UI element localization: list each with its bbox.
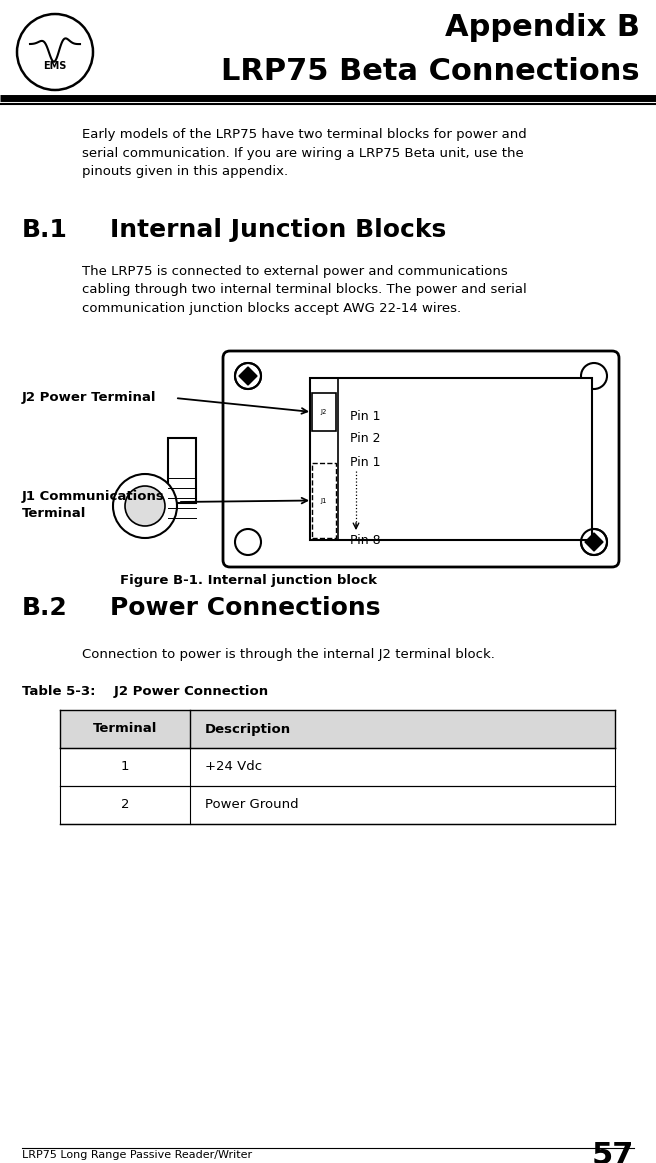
Text: 1: 1	[121, 761, 129, 773]
Circle shape	[581, 363, 607, 388]
Bar	[60, 709, 615, 748]
Text: Appendix B: Appendix B	[445, 14, 640, 43]
Text: EMS: EMS	[43, 60, 67, 71]
Bar	[312, 463, 336, 538]
Text: J1 Communications
Terminal: J1 Communications Terminal	[22, 490, 165, 520]
Text: Pin 1: Pin 1	[350, 409, 380, 422]
Text: Pin 2: Pin 2	[350, 431, 380, 444]
Text: Table 5-3:    J2 Power Connection: Table 5-3: J2 Power Connection	[22, 685, 268, 698]
Bar	[312, 393, 336, 431]
Text: 57: 57	[592, 1141, 634, 1163]
Text: B.2: B.2	[22, 595, 68, 620]
Circle shape	[125, 486, 165, 526]
Text: Pin 1: Pin 1	[350, 457, 380, 470]
Text: 2: 2	[121, 799, 129, 812]
Text: Figure B-1. Internal junction block: Figure B-1. Internal junction block	[120, 575, 377, 587]
Circle shape	[235, 529, 261, 555]
Circle shape	[235, 363, 261, 388]
Text: Pin 8: Pin 8	[350, 535, 380, 548]
Circle shape	[581, 529, 607, 555]
Text: J1: J1	[321, 498, 327, 504]
Polygon shape	[239, 368, 257, 385]
Polygon shape	[585, 533, 603, 551]
Text: J2 Power Terminal: J2 Power Terminal	[22, 392, 157, 405]
Bar	[168, 438, 196, 504]
Text: B.1: B.1	[22, 217, 68, 242]
Text: Terminal: Terminal	[92, 722, 157, 735]
Bar	[310, 378, 592, 540]
Bar	[60, 748, 615, 786]
Text: +24 Vdc: +24 Vdc	[205, 761, 262, 773]
Text: Power Connections: Power Connections	[110, 595, 380, 620]
Bar	[60, 786, 615, 825]
Text: Description: Description	[205, 722, 291, 735]
Text: LRP75 Long Range Passive Reader/Writer: LRP75 Long Range Passive Reader/Writer	[22, 1150, 252, 1160]
Circle shape	[113, 475, 177, 538]
Text: LRP75 Beta Connections: LRP75 Beta Connections	[221, 57, 640, 86]
Text: Early models of the LRP75 have two terminal blocks for power and
serial communic: Early models of the LRP75 have two termi…	[82, 128, 527, 178]
Text: The LRP75 is connected to external power and communications
cabling through two : The LRP75 is connected to external power…	[82, 265, 527, 315]
Text: Power Ground: Power Ground	[205, 799, 298, 812]
FancyBboxPatch shape	[223, 351, 619, 568]
Text: Connection to power is through the internal J2 terminal block.: Connection to power is through the inter…	[82, 648, 495, 661]
Text: Internal Junction Blocks: Internal Junction Blocks	[110, 217, 446, 242]
Text: J2: J2	[321, 409, 327, 415]
